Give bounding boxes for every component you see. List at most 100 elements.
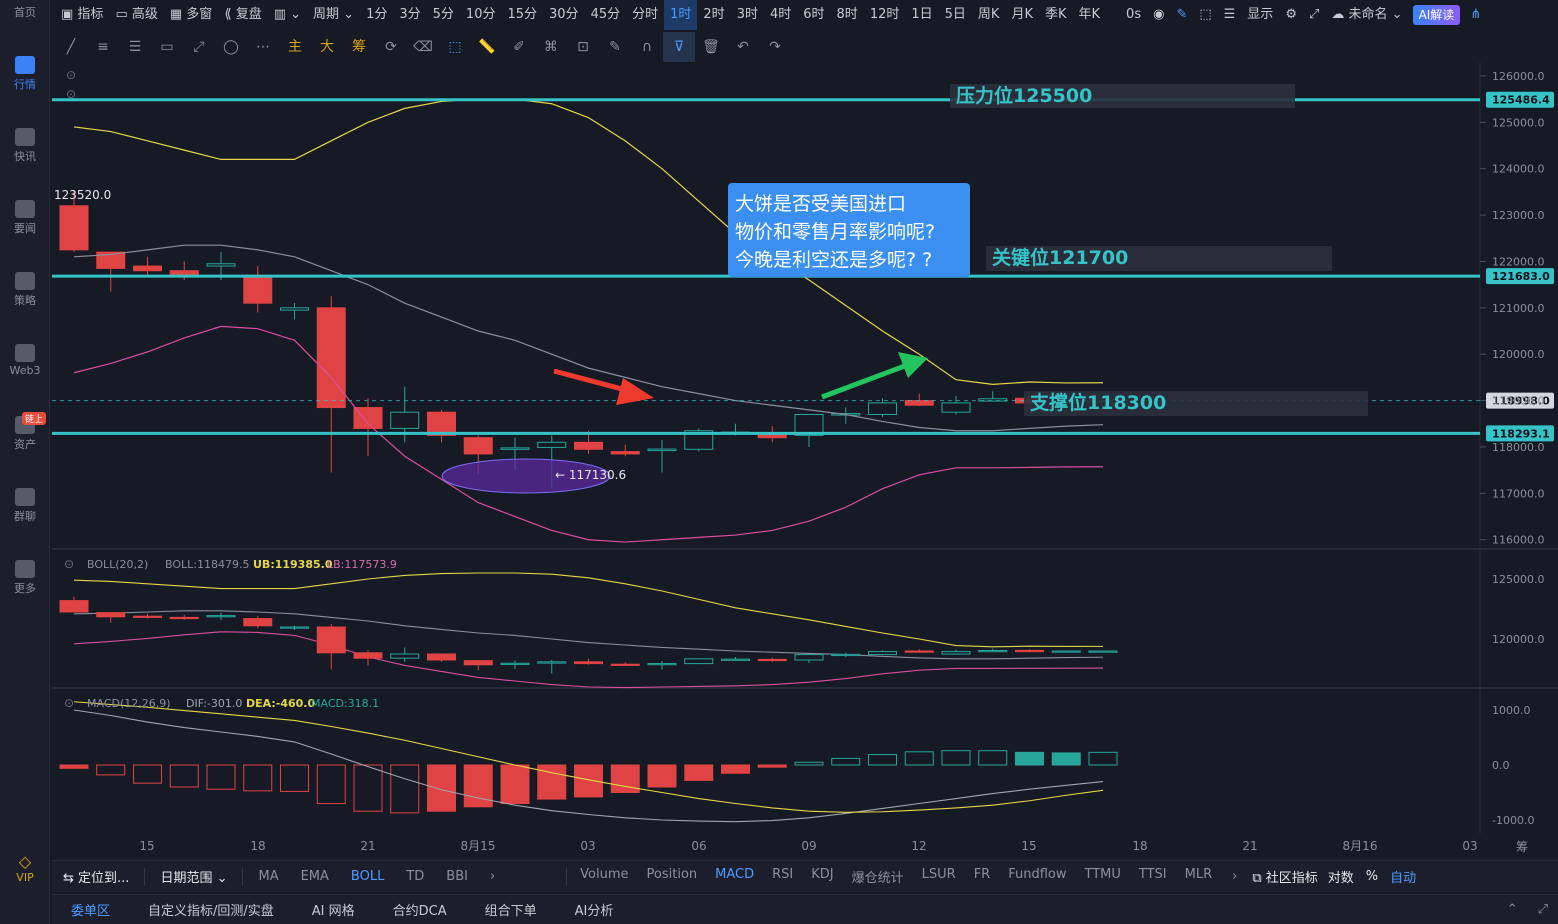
brush-icon[interactable]: ✐ (513, 39, 525, 55)
red-arrow[interactable] (553, 368, 654, 405)
collapse-toggle-icon[interactable]: ⊙ (66, 87, 76, 101)
hline-tool-icon[interactable]: ≡ (97, 39, 109, 55)
timeframe-20[interactable]: 年K (1078, 7, 1101, 22)
main-indicator-td[interactable]: TD (406, 869, 425, 884)
sidebar-item-market[interactable]: 行情 (0, 56, 50, 92)
refresh-icon[interactable]: ⟳ (385, 39, 397, 55)
chart-svg[interactable]: 125486.4 121683.0 118998.0 118293.1 125000.… (52, 62, 1558, 858)
key-level-label-box[interactable] (986, 246, 1332, 271)
bottom-tab-3[interactable]: 合约DCA (392, 904, 447, 919)
chips-button[interactable]: 筹 (352, 39, 366, 55)
chart-area[interactable]: 125486.4 121683.0 118998.0 118293.1 125000.… (52, 62, 1558, 858)
big-order-button[interactable]: 大 (320, 39, 334, 55)
sidebar-item-more[interactable]: 更多 (0, 560, 50, 596)
sub-indicator-10[interactable]: TTSI (1138, 867, 1167, 882)
more-tools-icon[interactable]: ⋯ (256, 39, 270, 55)
channel-tool-icon[interactable]: ☰ (128, 39, 142, 55)
timeframe-2[interactable]: 5分 (432, 7, 454, 22)
timeframe-17[interactable]: 周K (977, 7, 1000, 22)
scale-mode-label[interactable]: 筹 (1516, 840, 1528, 854)
community-indicator-button[interactable]: ⧉ 社区指标 (1248, 867, 1321, 886)
timeframe-5[interactable]: 30分 (549, 7, 579, 22)
timeframe-1[interactable]: 3分 (399, 7, 421, 22)
log-toggle[interactable]: 对数 (1327, 871, 1354, 886)
display-button[interactable]: 显示 (1247, 7, 1274, 22)
sub-indicator-11[interactable]: MLR (1184, 867, 1213, 882)
ray-tool-icon[interactable]: ⤢ (193, 39, 205, 55)
timeframe-3[interactable]: 10分 (465, 7, 496, 22)
sidebar-item-strategy[interactable]: 策略 (0, 272, 50, 308)
ruler-icon[interactable]: 📏 (478, 39, 496, 55)
main-indicator-ema[interactable]: EMA (300, 869, 329, 884)
undo-icon[interactable]: ↶ (737, 39, 749, 55)
sidebar-item-assets[interactable]: 链上 资产 (0, 412, 50, 452)
sub-indicator-4[interactable]: KDJ (811, 867, 834, 882)
select-tool-icon[interactable]: ⬚ (448, 39, 462, 55)
timeframe-12[interactable]: 6时 (803, 7, 825, 22)
trash-icon[interactable]: 🗑 (702, 39, 720, 55)
timeframe-14[interactable]: 12时 (869, 7, 900, 22)
timeframe-11[interactable]: 4时 (769, 7, 792, 22)
auto-toggle[interactable]: 自动 (1390, 871, 1417, 886)
date-range-dropdown[interactable]: 日期范围 ⌄ (160, 871, 228, 886)
fullscreen-icon[interactable]: ⤢ (1537, 902, 1548, 917)
chevron-up-icon[interactable]: ⌃ (1506, 902, 1518, 917)
main-force-button[interactable]: 主 (288, 39, 302, 55)
redo-icon[interactable]: ↷ (769, 39, 781, 55)
main-indicator-boll[interactable]: BOLL (350, 869, 385, 884)
sub-indicator-6[interactable]: LSUR (921, 867, 956, 882)
timeframe-0[interactable]: 1分 (366, 7, 388, 22)
chevron-right-icon[interactable]: › (489, 869, 496, 884)
timeframe-18[interactable]: 月K (1011, 7, 1033, 22)
low-zone-ellipse[interactable] (441, 458, 611, 494)
main-indicator-bbi[interactable]: BBI (446, 869, 468, 884)
indicator-button[interactable]: ▣ 指标 (61, 7, 104, 22)
settings-icon[interactable]: ⚙ (1285, 7, 1297, 22)
support-label-box[interactable] (1024, 391, 1368, 416)
pen-icon[interactable]: ✎ (1176, 7, 1188, 22)
replay-button[interactable]: ⟪ 复盘 (224, 7, 262, 22)
sidebar-item-home[interactable]: 首页 (0, 4, 50, 20)
macd-collapse-icon[interactable]: ⊙ (64, 696, 74, 710)
sidebar-item-web3[interactable]: Web3 (0, 344, 50, 377)
multi-window-button[interactable]: ▦ 多窗 (169, 7, 213, 22)
timeframe-16[interactable]: 5日 (944, 7, 966, 22)
boll-collapse-icon[interactable]: ⊙ (64, 557, 74, 571)
sidebar-item-flash[interactable]: 快讯 (0, 128, 50, 164)
advanced-button[interactable]: ▭ 高级 (115, 7, 158, 22)
timeframe-10[interactable]: 3时 (736, 7, 758, 22)
sidebar-item-vip[interactable]: ◇ VIP (0, 852, 50, 884)
rect-tool-icon[interactable]: ▭ (160, 39, 174, 55)
line-tool-icon[interactable]: ╱ (66, 39, 76, 55)
bottom-tab-4[interactable]: 组合下单 (484, 904, 537, 919)
edit-icon[interactable]: ✎ (609, 39, 621, 55)
bottom-tab-1[interactable]: 自定义指标/回测/实盘 (148, 904, 274, 919)
note-box[interactable] (728, 183, 970, 277)
camera-icon[interactable]: ◉ (1153, 7, 1165, 22)
bottom-tab-5[interactable]: AI分析 (574, 904, 614, 919)
menu-icon[interactable]: ☰ (1223, 7, 1236, 22)
collapse-toggle-icon[interactable]: ⊙ (66, 68, 76, 82)
sub-indicator-9[interactable]: TTMU (1084, 867, 1121, 882)
sub-indicator-5[interactable]: 爆仓统计 (851, 871, 904, 886)
erase-icon[interactable]: ⌫ (413, 39, 433, 55)
main-indicator-ma[interactable]: MA (258, 869, 279, 884)
bottom-tab-0[interactable]: 委单区 (71, 904, 111, 919)
ellipse-tool-icon[interactable]: ◯ (223, 39, 239, 55)
chart-type-button[interactable]: ▥ ⌄ (273, 7, 302, 22)
period-dropdown[interactable]: 周期 ⌄ (313, 7, 355, 22)
crop-icon[interactable]: ⬚ (1199, 7, 1212, 22)
timeframe-19[interactable]: 季K (1044, 7, 1067, 22)
sub-indicator-0[interactable]: Volume (580, 867, 629, 882)
percent-toggle[interactable]: % (1365, 869, 1379, 884)
lock-icon[interactable]: ⊡ (577, 39, 589, 55)
timeframe-4[interactable]: 15分 (507, 7, 538, 22)
timeframe-8[interactable]: 1时 (664, 0, 698, 30)
timeframe-9[interactable]: 2时 (703, 7, 725, 22)
sub-indicator-3[interactable]: RSI (772, 867, 794, 882)
timeframe-7[interactable]: 分时 (632, 7, 659, 22)
bottom-tab-2[interactable]: AI 网格 (311, 904, 355, 919)
fullscreen-icon[interactable]: ⤢ (1308, 7, 1320, 22)
sidebar-item-headlines[interactable]: 要闻 (0, 200, 50, 236)
layout-dropdown[interactable]: ☁ 未命名 ⌄ (1331, 7, 1403, 22)
